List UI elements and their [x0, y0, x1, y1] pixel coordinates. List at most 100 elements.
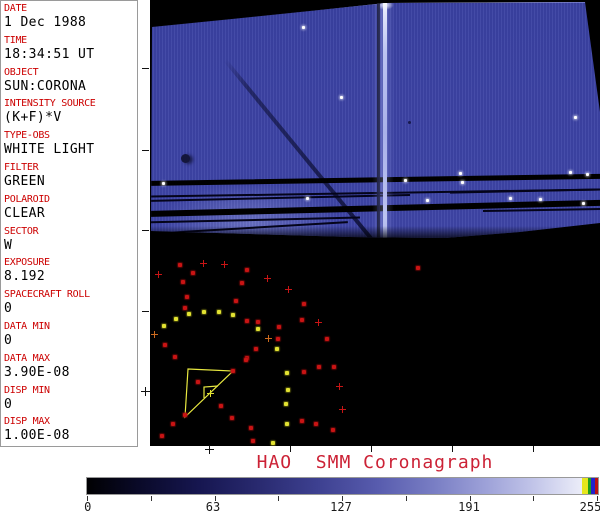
colorbar-end-stripe: [591, 478, 595, 494]
red-annotation-dot: [171, 422, 175, 426]
red-cross-marker: [336, 383, 343, 390]
metadata-field-label: DISP MIN: [4, 384, 50, 396]
yellow-annotation-dot: [285, 422, 289, 426]
red-cross-marker: [155, 271, 162, 278]
colorbar-tick-label: 63: [205, 500, 221, 512]
axis-tick-left: [142, 311, 149, 312]
star-speck: [509, 197, 512, 200]
red-annotation-dot: [240, 281, 244, 285]
yellow-annotation-dot: [174, 317, 178, 321]
dark-column-line: [377, 2, 380, 238]
orange-cross-marker: [151, 331, 158, 338]
metadata-field-label: DATE: [4, 3, 27, 14]
red-annotation-dot: [331, 428, 335, 432]
axis-plus-bottom: [205, 445, 214, 454]
metadata-field-label: SECTOR: [4, 225, 39, 237]
metadata-field-label: EXPOSURE: [4, 257, 50, 269]
red-annotation-dot: [196, 380, 200, 384]
red-annotation-dot: [244, 358, 248, 362]
metadata-field: SECTOR W: [4, 226, 137, 258]
metadata-field-value: 18:34:51 UT: [4, 46, 95, 62]
metadata-field: SPACECRAFT ROLL 0: [4, 289, 137, 321]
colorbar-tick-label: 191: [458, 500, 480, 512]
metadata-field-label: POLAROID: [4, 193, 50, 205]
yellow-annotation-dot: [217, 310, 221, 314]
metadata-field: DATE 1 Dec 1988: [4, 3, 137, 35]
coronagraph-image-display[interactable]: [150, 0, 600, 446]
metadata-field-value: 3.90E-08: [4, 364, 70, 380]
colorbar-tick: [342, 496, 343, 501]
yellow-annotation-dot: [162, 324, 166, 328]
star-speck: [162, 182, 165, 185]
star-speck: [461, 181, 464, 184]
red-cross-marker: [264, 275, 271, 282]
colorbar-end-stripe: [595, 478, 598, 494]
red-annotation-dot: [245, 319, 249, 323]
metadata-field-value: 1 Dec 1988: [4, 15, 87, 30]
axis-plus-left: [141, 387, 150, 396]
red-annotation-dot: [163, 343, 167, 347]
star-speck: [574, 116, 577, 119]
yellow-annotation-dot: [284, 402, 288, 406]
red-annotation-dot: [277, 325, 281, 329]
red-annotation-dot: [173, 355, 177, 359]
colorbar-tick-label: 127: [330, 500, 352, 512]
yellow-cross-marker: [207, 390, 214, 397]
orange-cross-marker: [265, 335, 272, 342]
red-annotation-dot: [231, 369, 235, 373]
red-cross-marker: [339, 406, 346, 413]
axis-tick-left: [142, 150, 149, 151]
metadata-field-value: 0: [4, 396, 13, 412]
metadata-field-value: 1.00E-08: [4, 428, 70, 444]
colorbar-gradient: [86, 477, 599, 495]
metadata-field-value: SUN:CORONA: [4, 78, 87, 94]
red-annotation-dot: [256, 320, 260, 324]
metadata-field-value: (K+F)*V: [4, 110, 62, 126]
red-annotation-dot: [251, 439, 255, 443]
red-annotation-dot: [317, 365, 321, 369]
star-speck: [582, 202, 585, 205]
axis-tick-bottom: [452, 446, 453, 452]
metadata-field: OBJECT SUN:CORONA: [4, 67, 137, 99]
colorbar-tick: [406, 496, 407, 501]
star-speck: [586, 173, 589, 176]
coronagraph-exposure-frame: [151, 2, 600, 238]
region-polygon-notch: [203, 385, 219, 398]
annotation-overlay: [184, 368, 235, 419]
star-speck: [569, 171, 572, 174]
red-annotation-dot: [276, 337, 280, 341]
yellow-annotation-dot: [271, 441, 275, 445]
axis-tick-bottom: [290, 446, 291, 452]
colorbar-tick: [533, 496, 534, 501]
red-cross-marker: [221, 261, 228, 268]
colorbar-tick: [87, 496, 88, 501]
red-annotation-dot: [332, 365, 336, 369]
metadata-field: POLAROID CLEAR: [4, 194, 137, 226]
metadata-field-value: GREEN: [4, 173, 46, 189]
metadata-field-value: 0: [4, 332, 13, 348]
colorbar-tick: [597, 496, 598, 501]
yellow-annotation-dot: [187, 312, 191, 316]
red-cross-marker: [200, 260, 207, 267]
metadata-field: DISP MAX 1.00E-08: [4, 416, 137, 446]
red-annotation-dot: [245, 268, 249, 272]
metadata-field: FILTER GREEN: [4, 162, 137, 194]
metadata-field: TYPE-OBS WHITE LIGHT: [4, 130, 137, 162]
metadata-field-label: FILTER: [4, 161, 39, 173]
metadata-field-label: DATA MAX: [4, 352, 50, 364]
metadata-field-label: DISP MAX: [4, 416, 50, 428]
metadata-field: DATA MAX 3.90E-08: [4, 353, 137, 385]
star-speck: [306, 197, 309, 200]
yellow-annotation-dot: [286, 388, 290, 392]
metadata-field: INTENSITY SOURCE (K+F)*V: [4, 98, 137, 130]
metadata-field-value: 0: [4, 301, 13, 317]
dust-spot: [181, 154, 190, 163]
red-annotation-dot: [234, 299, 238, 303]
red-annotation-dot: [254, 347, 258, 351]
axis-tick-left: [142, 68, 149, 69]
colorbar-tick-label: 0: [84, 500, 92, 512]
red-cross-marker: [285, 286, 292, 293]
colorbar-tick: [151, 496, 152, 501]
yellow-annotation-dot: [256, 327, 260, 331]
metadata-field-label: TIME: [4, 34, 27, 46]
